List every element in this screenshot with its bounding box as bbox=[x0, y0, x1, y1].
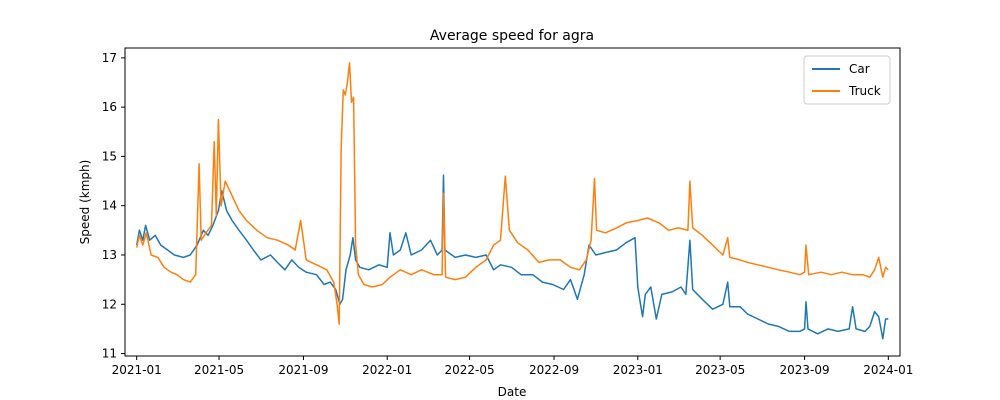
x-tick-label: 2023-09 bbox=[780, 363, 830, 377]
legend-label-car: Car bbox=[849, 62, 870, 76]
legend-label-truck: Truck bbox=[848, 84, 881, 98]
x-tick-label: 2023-01 bbox=[613, 363, 663, 377]
chart-title: Average speed for agra bbox=[430, 28, 594, 44]
x-axis: 2021-01 2021-05 2021-09 2022-01 2022-05 2022-… bbox=[112, 356, 913, 377]
x-tick-label: 2021-01 bbox=[112, 363, 162, 377]
y-tick-label: 17 bbox=[102, 51, 117, 65]
y-axis: 11 12 13 14 15 16 17 bbox=[102, 51, 125, 361]
series-line-truck bbox=[135, 62, 889, 325]
x-tick-label: 2021-05 bbox=[194, 363, 244, 377]
y-tick-label: 12 bbox=[102, 297, 117, 311]
plot-frame bbox=[124, 47, 901, 357]
x-tick-label: 2023-05 bbox=[695, 363, 745, 377]
legend: Car Truck bbox=[803, 55, 891, 105]
x-tick-label: 2022-09 bbox=[529, 363, 579, 377]
x-tick-label: 2021-09 bbox=[278, 363, 328, 377]
x-tick-label: 2022-01 bbox=[362, 363, 412, 377]
y-tick-label: 14 bbox=[102, 199, 117, 213]
y-tick-label: 13 bbox=[102, 248, 117, 262]
plot-area bbox=[135, 62, 889, 340]
y-tick-label: 15 bbox=[102, 149, 117, 163]
x-tick-label: 2024-01 bbox=[863, 363, 913, 377]
y-axis-label: Speed (kmph) bbox=[78, 160, 92, 245]
series-line-car bbox=[135, 174, 889, 340]
x-axis-label: Date bbox=[498, 385, 527, 399]
y-tick-label: 16 bbox=[102, 100, 117, 114]
y-tick-label: 11 bbox=[102, 347, 117, 361]
x-tick-label: 2022-05 bbox=[445, 363, 495, 377]
